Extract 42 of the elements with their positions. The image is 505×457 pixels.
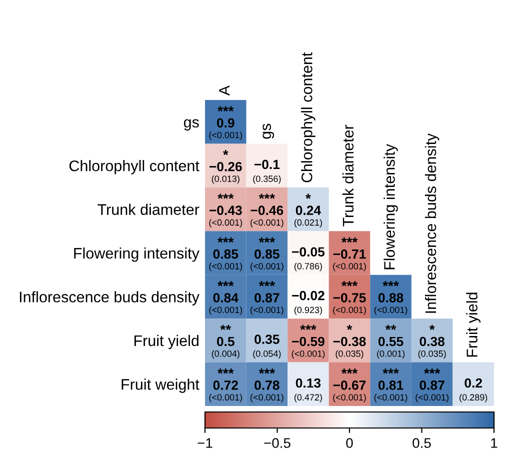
- color-bar-label: 0: [346, 438, 353, 448]
- data-label: *** 0.85 (<0.001): [250, 237, 284, 272]
- data-label: −0.1 (0.356): [253, 160, 281, 184]
- data-label: 0.13 (0.472): [294, 378, 322, 402]
- data-label: 0.35 (0.054): [253, 334, 281, 359]
- data-label: *** 0.81 (<0.001): [374, 368, 408, 402]
- data-label: *** 0.78 (<0.001): [250, 368, 284, 402]
- data-label: *** 0.84 (<0.001): [209, 281, 242, 315]
- data-label: *** 0.9 (<0.001): [209, 106, 242, 140]
- data-label: ** 0.55 (0.001): [377, 324, 405, 359]
- color-bar-label: −1: [198, 438, 212, 448]
- x-tick-label: Trunk diameter: [342, 124, 354, 226]
- data-label: *** −0.46 (<0.001): [250, 194, 284, 228]
- x-tick-label: Inflorescence buds density: [424, 133, 440, 313]
- y-tick-label: Flowering intensity: [74, 247, 200, 262]
- color-bar-label: −0.5: [264, 438, 290, 448]
- data-label: * 0.38 (0.035): [418, 324, 446, 359]
- data-label: ** 0.5 (0.004): [212, 324, 240, 359]
- data-label: *** −0.71 (<0.001): [333, 237, 366, 272]
- data-label: 0.2 (0.289): [460, 378, 488, 402]
- color-bar-label: 1: [491, 438, 498, 448]
- data-label: −0.02 (0.923): [292, 290, 324, 315]
- y-tick-label: Trunk diameter: [98, 204, 200, 215]
- data-label: *** −0.59 (<0.001): [292, 324, 325, 359]
- y-tick-label: Fruit yield: [134, 334, 198, 350]
- data-label: *** 0.72 (<0.001): [209, 368, 242, 402]
- data-label: *** −0.43 (<0.001): [209, 194, 242, 228]
- data-label: *** 0.87 (<0.001): [250, 281, 284, 315]
- color-bar-label: 0.5: [412, 438, 431, 448]
- data-label: *** −0.75 (<0.001): [333, 281, 366, 315]
- data-label: *** 0.85 (<0.001): [209, 237, 242, 272]
- data-label: * −0.26 (0.013): [210, 150, 242, 184]
- data-label: *** 0.87 (<0.001): [416, 368, 448, 402]
- data-label: *** 0.88 (<0.001): [374, 281, 408, 315]
- x-tick-label: A: [219, 85, 230, 96]
- x-tick-label: Flowering intensity: [384, 144, 398, 270]
- data-label: −0.05 (0.786): [292, 247, 325, 272]
- data-label: * −0.38 (0.035): [333, 324, 366, 359]
- y-tick-label: Fruit weight: [122, 378, 200, 393]
- x-tick-label: Chlorophyll content: [301, 52, 316, 182]
- data-label: * 0.24 (0.021): [294, 194, 322, 228]
- data-label: *** −0.67 (<0.001): [333, 368, 366, 402]
